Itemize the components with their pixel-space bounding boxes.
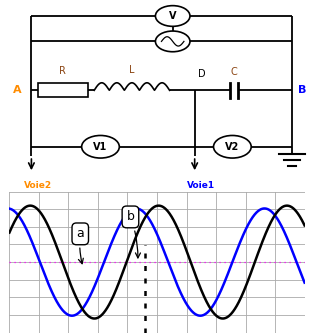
Text: Voie1: Voie1 bbox=[187, 181, 215, 190]
Bar bbox=[38, 83, 88, 97]
Text: V: V bbox=[169, 11, 176, 21]
Text: V1: V1 bbox=[93, 142, 108, 152]
Text: V2: V2 bbox=[225, 142, 240, 152]
Text: b: b bbox=[127, 210, 140, 258]
Circle shape bbox=[82, 135, 119, 158]
Text: R: R bbox=[59, 66, 66, 76]
Text: C: C bbox=[230, 67, 237, 77]
Circle shape bbox=[155, 6, 190, 26]
Text: a: a bbox=[76, 227, 84, 264]
Text: A: A bbox=[14, 85, 22, 95]
Text: B: B bbox=[298, 85, 307, 95]
Text: Voie2: Voie2 bbox=[24, 181, 52, 190]
Circle shape bbox=[214, 135, 251, 158]
Text: L: L bbox=[129, 65, 135, 75]
Text: D: D bbox=[198, 69, 205, 79]
Circle shape bbox=[155, 31, 190, 52]
